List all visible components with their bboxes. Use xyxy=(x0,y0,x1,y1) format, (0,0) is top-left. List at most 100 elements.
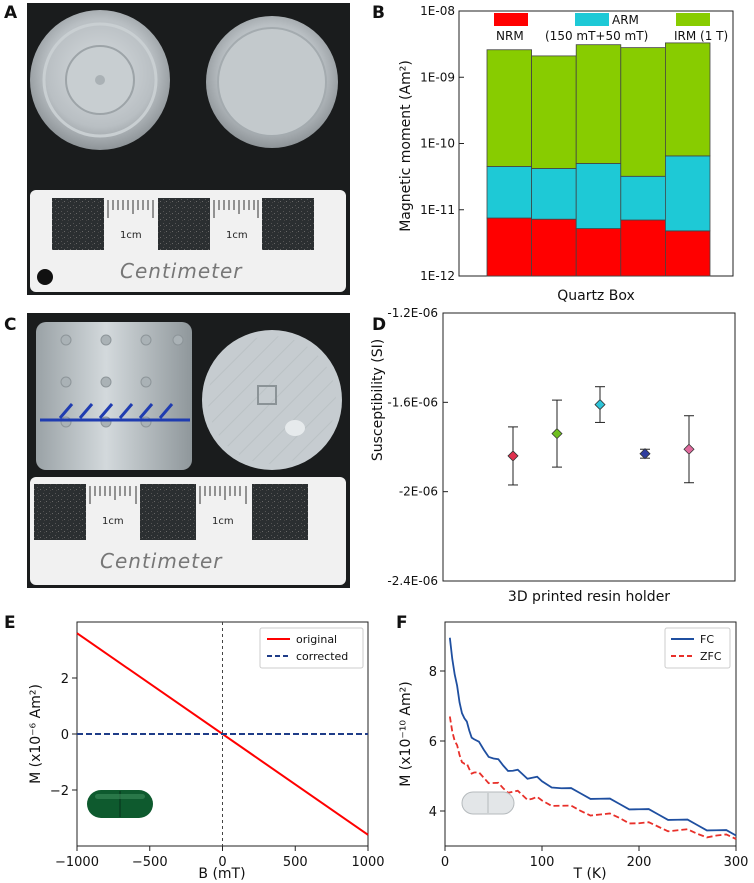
capsule-green-icon xyxy=(87,790,153,818)
bar-nrm-5 xyxy=(665,230,711,277)
chart-e-ylabel: M (x10⁻⁶ Am²) xyxy=(28,684,44,784)
bar-nrm-1 xyxy=(486,217,532,277)
xtick-label: 1000 xyxy=(351,855,384,870)
chart-d-points xyxy=(507,386,695,486)
chart-b-bars xyxy=(486,42,711,277)
chart-d: D -2.4E-06 -2E-06 -1.6E-06 -1.2E-06 3D prin… xyxy=(370,306,736,605)
ytick-label: 2 xyxy=(61,672,69,687)
card-hole-a xyxy=(37,269,53,285)
scale-card-c: 1cm 1cm Centimeter xyxy=(30,477,346,585)
chart-d-xlabel: 3D printed resin holder xyxy=(508,589,670,605)
chart-f-frame xyxy=(444,621,737,847)
chart-f-lines xyxy=(448,637,737,840)
panel-a-photo: A xyxy=(4,3,350,295)
xtick-label: 500 xyxy=(283,855,308,870)
bar-irm-4 xyxy=(620,47,666,177)
chart-e: E −1000 −500 0 500 1000 −2 0 2 original correct… xyxy=(4,613,385,882)
xtick-label: −1000 xyxy=(55,855,99,870)
ytick-label: 1E-09 xyxy=(420,70,455,84)
resin-cylinder xyxy=(36,322,192,470)
capsule-clear-icon xyxy=(461,791,515,815)
chart-f-ylabel: M (x10⁻¹⁰ Am²) xyxy=(398,681,414,786)
chart-d-frame xyxy=(442,312,736,582)
legend-label-nrm: NRM xyxy=(496,29,524,43)
bar-nrm-2 xyxy=(531,218,577,277)
panel-letter-c: C xyxy=(4,315,16,335)
ruler-ticks-c xyxy=(89,486,247,504)
xtick-label: 0 xyxy=(441,855,449,870)
resin-disk-left xyxy=(30,10,170,150)
chart-d-yticks: -2.4E-06 -2E-06 -1.6E-06 -1.2E-06 xyxy=(387,306,448,588)
point-diamond-4 xyxy=(639,448,651,460)
bar-arm-5 xyxy=(665,155,711,232)
chart-b-xlabel: Quartz Box xyxy=(557,288,635,304)
panel-letter-d: D xyxy=(372,315,386,335)
chart-e-legend: original corrected xyxy=(259,627,364,669)
ytick-label: -1.2E-06 xyxy=(387,306,438,320)
xtick-label: 200 xyxy=(627,855,652,870)
xtick-label: −500 xyxy=(132,855,168,870)
point-diamond-3 xyxy=(594,399,606,411)
legend-label-fc: FC xyxy=(700,633,714,646)
xtick-label: 100 xyxy=(530,855,555,870)
chart-e-lines xyxy=(76,622,369,846)
legend-label-zfc: ZFC xyxy=(700,650,722,663)
ytick-label: -1.6E-06 xyxy=(387,395,438,409)
bar-nrm-4 xyxy=(620,219,666,277)
legend-label-irm: IRM (1 T) xyxy=(674,29,728,43)
ytick-label: 6 xyxy=(429,735,437,750)
legend-label-original: original xyxy=(296,633,337,646)
scale-label-c1: 1cm xyxy=(102,516,124,527)
legend-label-arm: ARM xyxy=(612,13,639,27)
resin-disk-right xyxy=(206,16,338,148)
bar-arm-4 xyxy=(620,175,666,221)
xtick-label: 0 xyxy=(218,855,226,870)
panel-letter-e: E xyxy=(4,613,16,633)
ytick-label: 1E-11 xyxy=(420,203,455,217)
ytick-label: 1E-12 xyxy=(420,269,455,283)
series-line-ZFC xyxy=(448,716,737,840)
legend-swatch-arm xyxy=(575,13,609,26)
bar-arm-1 xyxy=(486,166,532,219)
scale-brand-a: Centimeter xyxy=(120,259,243,283)
ytick-label: -2E-06 xyxy=(399,485,438,499)
bar-irm-2 xyxy=(531,55,577,169)
chart-b-legend: NRM ARM (150 mT+50 mT) IRM (1 T) xyxy=(494,13,728,43)
scale-card-a: 1cm 1cm Centimeter xyxy=(30,190,346,292)
ytick-label: -2.4E-06 xyxy=(387,574,438,588)
legend-swatch-irm xyxy=(676,13,710,26)
xtick-label: 300 xyxy=(724,855,749,870)
scale-label-a2: 1cm xyxy=(226,230,248,241)
bar-irm-5 xyxy=(665,42,711,157)
ytick-label: 8 xyxy=(429,665,437,680)
chart-f-xlabel: T (K) xyxy=(572,866,606,882)
chart-e-xlabel: B (mT) xyxy=(198,866,245,882)
chart-d-ylabel: Susceptibility (SI) xyxy=(370,339,386,461)
point-diamond-2 xyxy=(551,428,563,440)
chart-f-legend: FC ZFC xyxy=(664,627,731,669)
chart-b: B 1E-12 1E-11 1E-10 1E-09 1E-08 NRM ARM (150… xyxy=(372,3,734,304)
scale-label-c2: 1cm xyxy=(212,516,234,527)
legend-label-corrected: corrected xyxy=(296,650,348,663)
bar-nrm-3 xyxy=(575,228,622,277)
panel-letter-b: B xyxy=(372,3,385,23)
legend-swatch-nrm xyxy=(494,13,528,26)
series-line-FC xyxy=(448,637,737,837)
ytick-label: −2 xyxy=(50,784,69,799)
bar-irm-3 xyxy=(575,44,622,164)
legend-label-arm-detail: (150 mT+50 mT) xyxy=(545,29,648,43)
chart-e-ticks: −1000 −500 0 500 1000 −2 0 2 xyxy=(50,672,385,870)
point-diamond-5 xyxy=(683,443,695,455)
chart-b-ylabel: Magnetic moment (Am²) xyxy=(398,60,414,232)
ytick-label: 1E-10 xyxy=(420,137,455,151)
chart-b-yticks: 1E-12 1E-11 1E-10 1E-09 1E-08 xyxy=(420,4,464,283)
panel-letter-f: F xyxy=(396,613,408,633)
panel-c-photo: C xyxy=(4,313,350,588)
ytick-label: 0 xyxy=(61,728,69,743)
bar-arm-3 xyxy=(575,163,622,229)
bar-arm-2 xyxy=(531,168,577,220)
scale-brand-c: Centimeter xyxy=(100,549,223,573)
ruler-ticks-a xyxy=(107,200,259,218)
point-diamond-1 xyxy=(507,450,519,462)
